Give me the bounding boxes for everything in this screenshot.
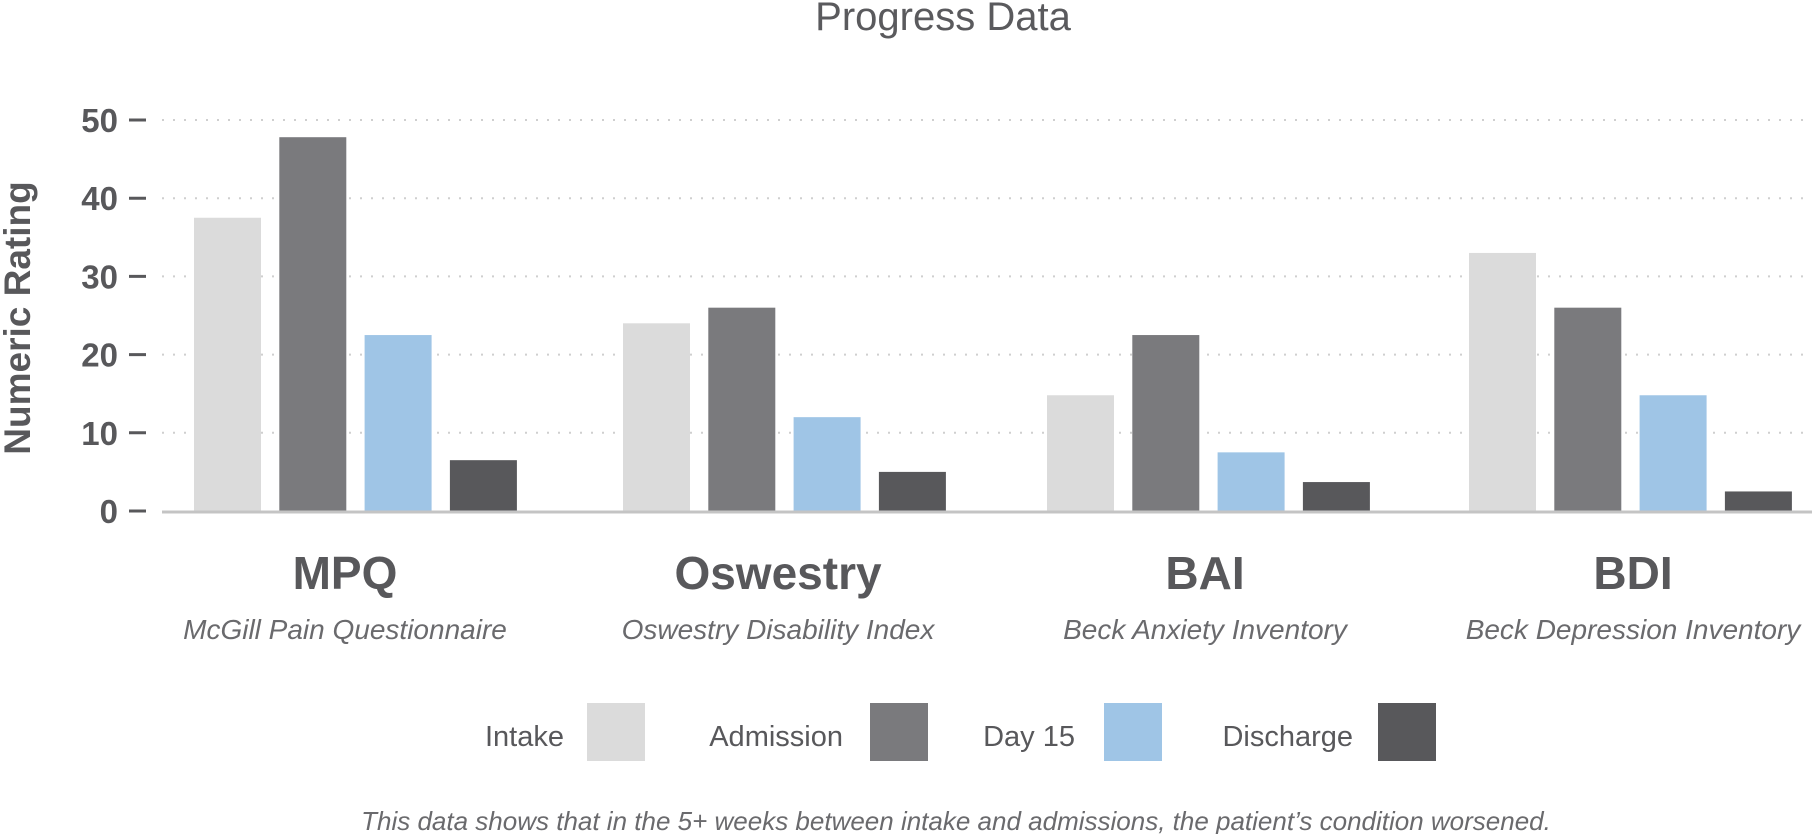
y-axis: 0 10 20 30 40 50	[81, 102, 146, 530]
legend-label: Admission	[709, 721, 843, 753]
bar-bai-day-15	[1217, 452, 1285, 511]
bar-bdi-intake	[1469, 252, 1536, 511]
legend-swatch	[587, 703, 645, 761]
legend-swatch	[1104, 703, 1162, 761]
category-subtitle: Beck Anxiety Inventory	[1063, 614, 1349, 645]
category-labels: MPQ McGill Pain Questionnaire Oswestry Oswe…	[183, 547, 1802, 645]
bar-bdi-discharge	[1724, 491, 1792, 511]
legend-label: Discharge	[1222, 721, 1353, 753]
bar-mpq-day-15	[364, 335, 432, 511]
bar-bai-intake	[1047, 395, 1114, 511]
y-tick-label: 40	[81, 180, 118, 217]
y-tick-label: 50	[81, 102, 118, 139]
bar-oswestry-day-15	[793, 417, 861, 511]
legend-item-discharge: Discharge	[1222, 703, 1436, 761]
legend: Intake Admission Day 15 Discharge	[485, 703, 1436, 761]
bar-oswestry-intake	[623, 323, 690, 511]
bar-bai-admission	[1132, 335, 1200, 511]
legend-item-intake: Intake	[485, 703, 645, 761]
y-axis-label: Numeric Rating	[0, 181, 38, 454]
category-label: Oswestry	[674, 547, 882, 599]
bar-mpq-intake	[194, 217, 261, 511]
chart-title: Progress Data	[815, 0, 1071, 39]
legend-label: Day 15	[983, 721, 1075, 753]
chart-caption: This data shows that in the 5+ weeks bet…	[361, 806, 1551, 834]
bar-mpq-discharge	[449, 460, 517, 511]
legend-item-day-15: Day 15	[983, 703, 1162, 761]
legend-swatch	[1378, 703, 1436, 761]
y-tick-label: 20	[81, 337, 118, 374]
bar-bdi-day-15	[1639, 395, 1707, 511]
category-subtitle: Beck Depression Inventory	[1466, 614, 1803, 645]
y-tick-label: 10	[81, 415, 118, 452]
bar-bai-discharge	[1302, 482, 1370, 511]
category-label: BAI	[1165, 547, 1244, 599]
y-tick-label: 0	[100, 493, 118, 530]
legend-item-admission: Admission	[709, 703, 928, 761]
bar-oswestry-admission	[708, 307, 776, 511]
legend-label: Intake	[485, 721, 564, 753]
category-label: BDI	[1593, 547, 1672, 599]
legend-swatch	[870, 703, 928, 761]
bar-bdi-admission	[1554, 307, 1622, 511]
y-tick-label: 30	[81, 258, 118, 295]
bar-mpq-admission	[279, 137, 347, 512]
bars	[194, 137, 1792, 512]
bar-oswestry-discharge	[878, 471, 946, 511]
category-subtitle: McGill Pain Questionnaire	[183, 614, 507, 645]
category-subtitle: Oswestry Disability Index	[622, 614, 936, 645]
gridlines	[162, 119, 1812, 434]
category-label: MPQ	[293, 547, 398, 599]
